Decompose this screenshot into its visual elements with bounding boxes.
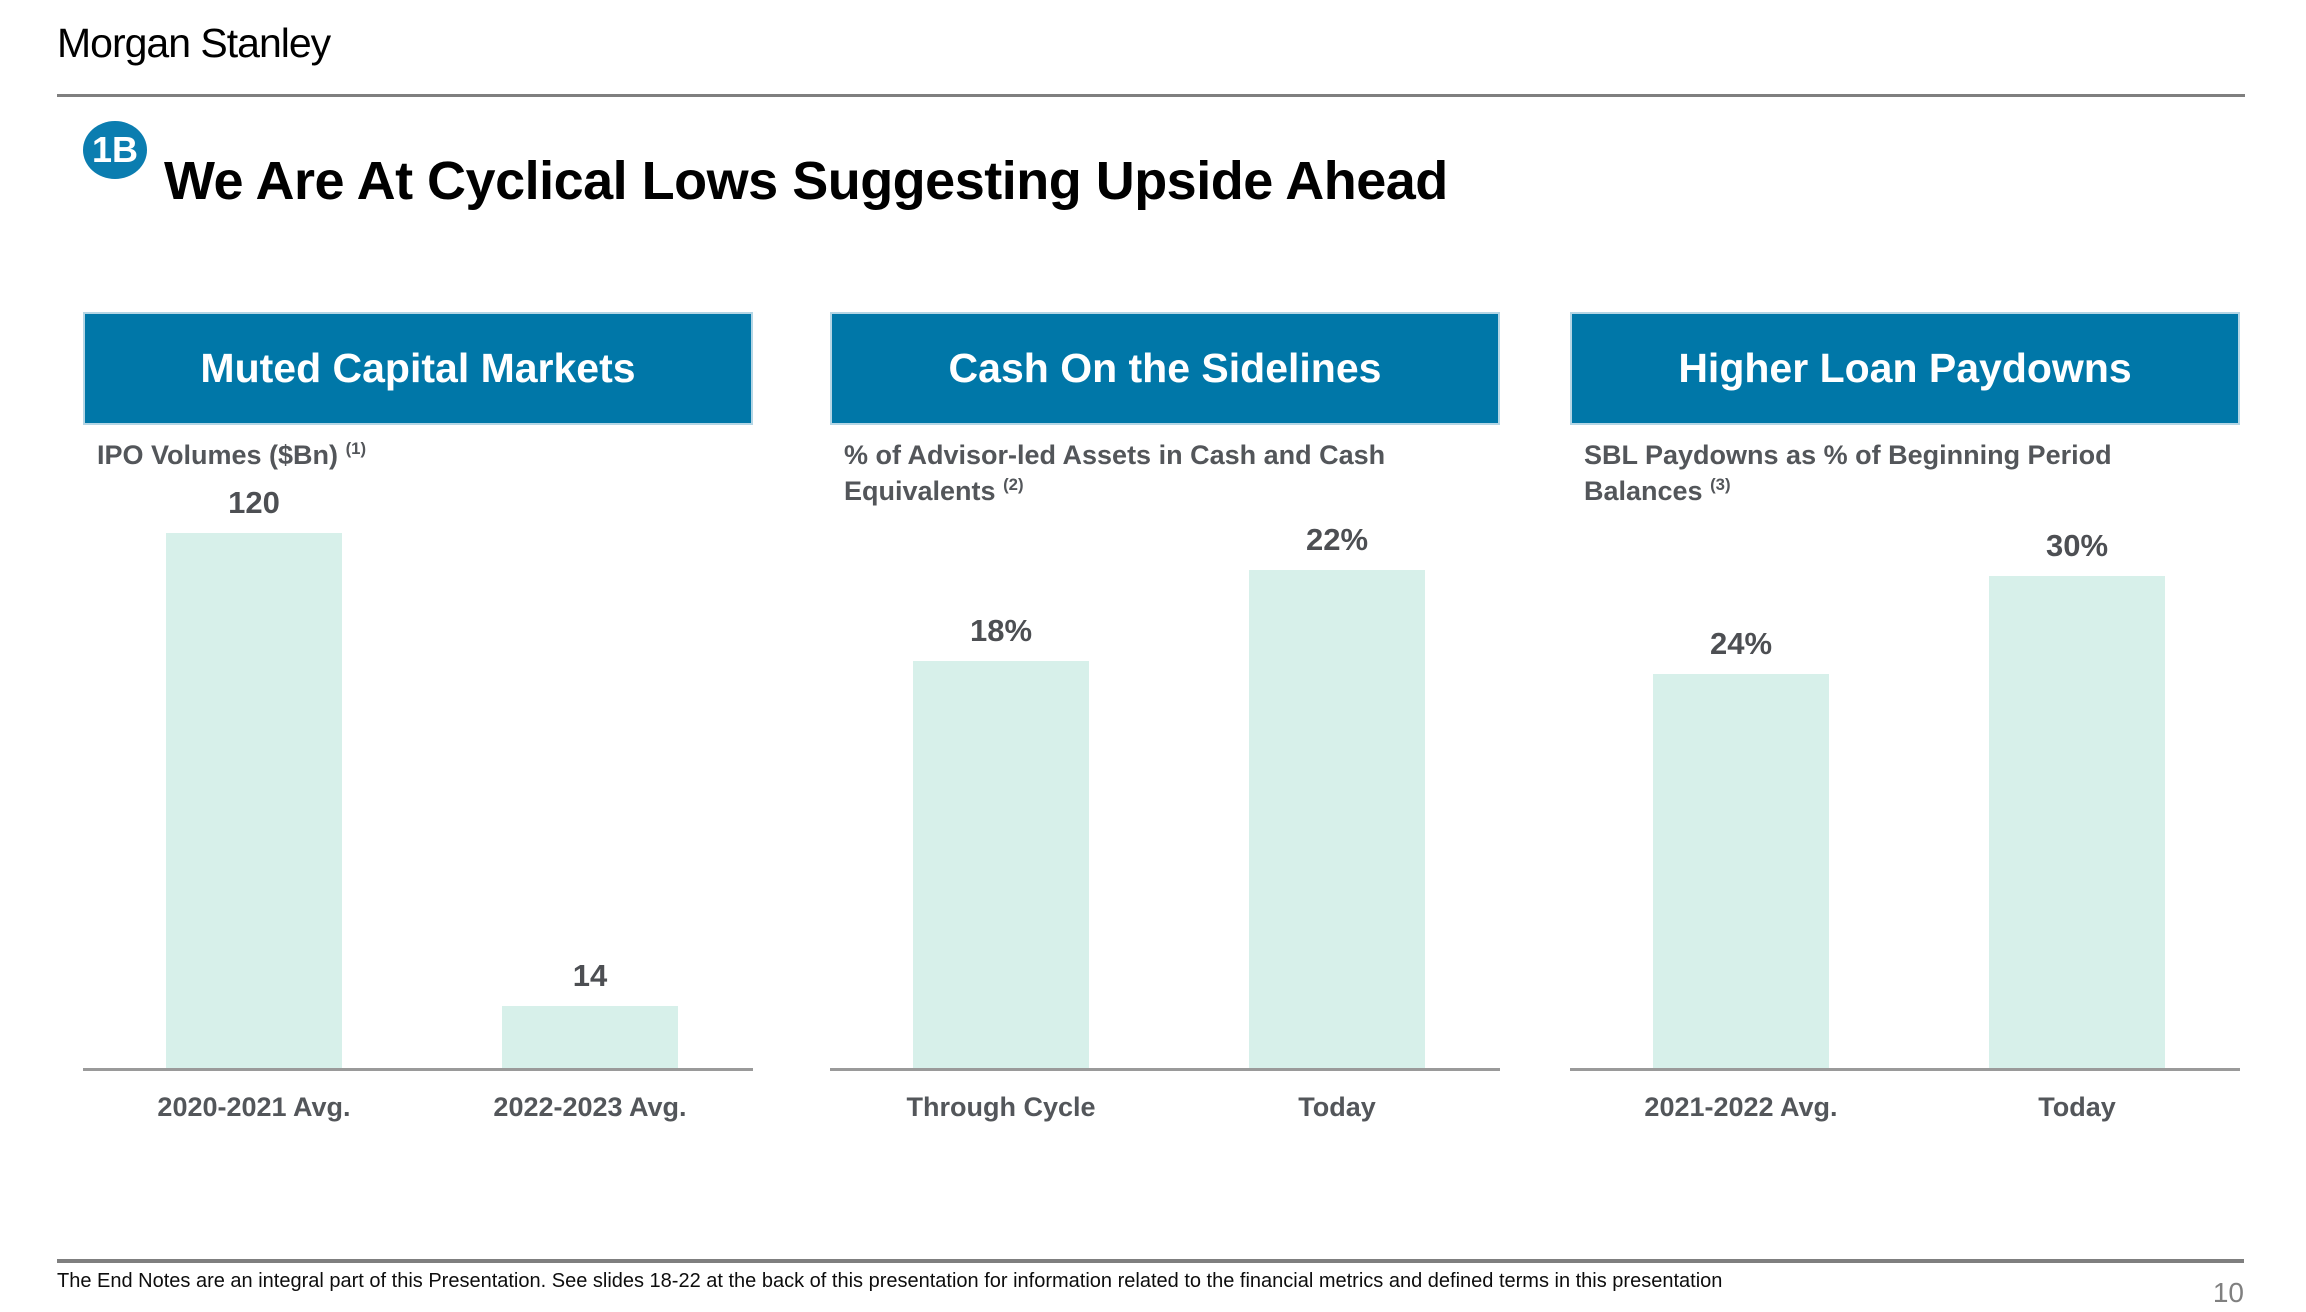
footnote-divider [57,1259,2244,1263]
bar-value-label: 14 [572,958,608,993]
bar-value-label: 18% [969,613,1033,648]
bar: 22% [1249,522,1425,1068]
x-axis-line [83,1068,753,1071]
x-axis-label: 2022-2023 Avg. [493,1092,687,1122]
morgan-stanley-logo: Morgan Stanley [57,20,331,66]
footnote-ref: (3) [1710,474,1731,494]
bar-chart: 24% 30% [1570,312,2240,1068]
bar-chart: 18% 22% [830,312,1500,1068]
bar: 24% [1653,626,1829,1068]
panel-header: Muted Capital Markets [83,312,753,425]
bar: 14 [502,958,678,1068]
bar-value-label: 30% [2045,528,2109,563]
x-axis-label: Today [2038,1092,2116,1122]
bar-chart: 120 14 [83,312,753,1068]
chart-subtitle-text: % of Advisor-led Assets in Cash and Cash… [844,440,1386,506]
x-axis-label: Through Cycle [906,1092,1096,1122]
chart-subtitle: % of Advisor-led Assets in Cash and Cash… [844,438,1444,509]
panel-header: Higher Loan Paydowns [1570,312,2240,425]
panel-higher-loan-paydowns: Higher Loan Paydowns SBL Paydowns as % o… [1570,312,2240,1152]
chart-subtitle: IPO Volumes ($Bn) (1) [97,438,697,474]
bar-value-label: 22% [1305,522,1369,557]
panel-muted-capital-markets: Muted Capital Markets IPO Volumes ($Bn) … [83,312,753,1152]
bar-value-label: 24% [1709,626,1773,661]
footnote-text: The End Notes are an integral part of th… [57,1270,1723,1292]
x-axis-line [830,1068,1500,1071]
chart-subtitle: SBL Paydowns as % of Beginning Period Ba… [1584,438,2184,509]
slide-title: We Are At Cyclical Lows Suggesting Upsid… [164,151,1448,212]
page-number: 10 [2212,1277,2244,1308]
bar-value-label: 120 [228,485,280,520]
header-divider [57,94,2245,97]
section-badge: 1B [83,121,147,179]
chart-subtitle-text: IPO Volumes ($Bn) [97,440,339,470]
bar: 30% [1989,528,2165,1068]
chart-subtitle-text: SBL Paydowns as % of Beginning Period Ba… [1584,440,2112,506]
panel-cash-on-the-sidelines: Cash On the Sidelines % of Advisor-led A… [830,312,1500,1152]
x-axis-label: 2020-2021 Avg. [157,1092,351,1122]
footnote-ref: (2) [1003,474,1024,494]
bar: 120 [166,485,342,1068]
x-axis-line [1570,1068,2240,1071]
panel-header: Cash On the Sidelines [830,312,1500,425]
x-axis-label: Today [1298,1092,1376,1122]
x-axis-label: 2021-2022 Avg. [1644,1092,1838,1122]
bar: 18% [913,613,1089,1068]
footnote-ref: (1) [345,439,367,458]
